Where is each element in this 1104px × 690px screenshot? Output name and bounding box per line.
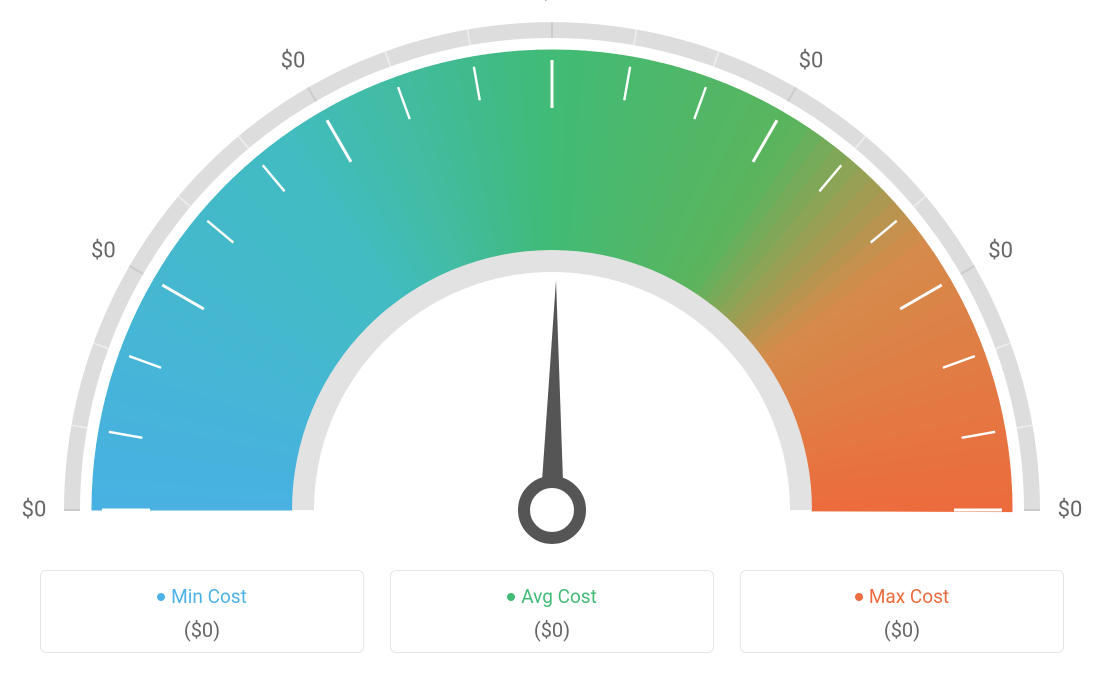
gauge-area: $0 $0 $0 $0 $0 $0 $0 [0,0,1104,560]
legend-avg-value: ($0) [401,618,703,642]
gauge-tick-label: $0 [1058,498,1083,523]
gauge-tick-label: $0 [799,49,824,74]
gauge-tick-label: $0 [281,49,306,74]
legend-max-value: ($0) [751,618,1053,642]
legend-min-title: Min Cost [51,585,353,608]
legend-row: Min Cost ($0) Avg Cost ($0) Max Cost ($0… [0,560,1104,653]
legend-max-label: Max Cost [869,585,949,608]
gauge-tick-label: $0 [91,239,116,264]
legend-card-max: Max Cost ($0) [740,570,1064,653]
gauge-tick-label: $0 [540,0,565,5]
legend-avg-title: Avg Cost [401,585,703,608]
gauge-tick-label: $0 [22,498,47,523]
legend-min-value: ($0) [51,618,353,642]
gauge-needle [540,280,564,510]
legend-max-dot [855,593,863,601]
legend-avg-label: Avg Cost [521,585,597,608]
legend-min-label: Min Cost [171,585,247,608]
gauge-chart-container: $0 $0 $0 $0 $0 $0 $0 Min Cost ($0) Avg Cost ($… [0,0,1104,690]
legend-card-avg: Avg Cost ($0) [390,570,714,653]
gauge-tick-label: $0 [988,239,1013,264]
legend-card-min: Min Cost ($0) [40,570,364,653]
legend-max-title: Max Cost [751,585,1053,608]
gauge-needle-hub [524,482,580,538]
legend-avg-dot [507,593,515,601]
gauge-svg [0,0,1104,560]
legend-min-dot [157,593,165,601]
